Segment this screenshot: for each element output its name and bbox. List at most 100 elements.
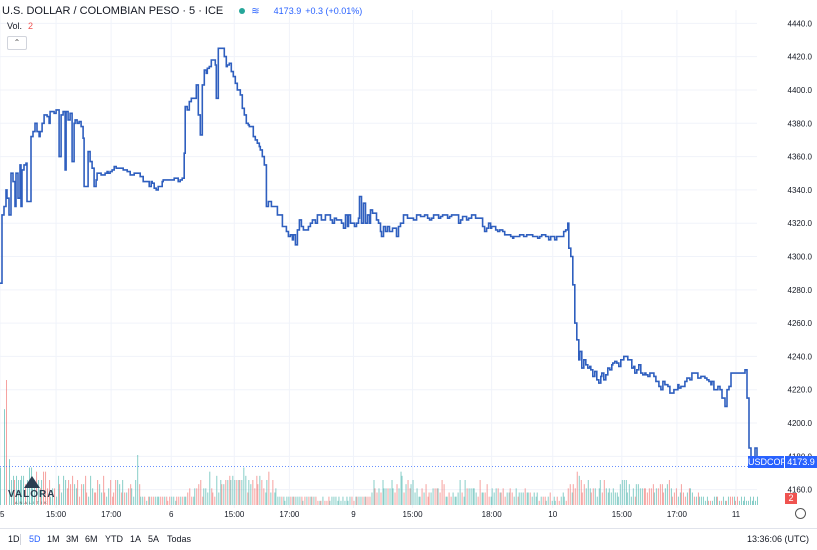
time-axis[interactable]: 5 15:00 17:00 6 15:00 17:00 9 15:00 18:00 10 15:00… xyxy=(0,510,741,519)
volume-bar xyxy=(20,480,22,505)
volume-bar xyxy=(639,488,641,505)
volume-bar xyxy=(272,480,274,505)
x-tick-label: 9 xyxy=(351,510,356,519)
volume-bar xyxy=(677,496,679,505)
volume-bar xyxy=(369,496,371,505)
volume-bar xyxy=(360,496,362,505)
volume-bar xyxy=(169,496,171,505)
symbol-title[interactable]: U.S. DOLLAR / COLOMBIAN PESO · 5 · ICE xyxy=(2,5,224,17)
volume-bar xyxy=(698,496,700,505)
volume-bar xyxy=(432,488,434,505)
volume-bar xyxy=(500,492,502,505)
volume-bar xyxy=(104,492,106,505)
volume-bar xyxy=(569,484,571,505)
tf-button-6m[interactable]: 6M xyxy=(85,534,98,544)
volume-bar xyxy=(158,496,160,505)
volume-bar xyxy=(637,484,639,505)
y-tick-label: 4400.0 xyxy=(788,86,813,95)
volume-bar xyxy=(337,500,339,505)
volume-bar xyxy=(738,500,740,505)
volume-bar xyxy=(628,484,630,505)
volume-bar xyxy=(713,496,715,505)
volume-bar xyxy=(333,496,335,505)
volume-bar xyxy=(230,480,232,505)
volume-bar xyxy=(396,484,398,505)
volume-bar xyxy=(281,496,283,505)
volume-bar xyxy=(252,480,254,505)
volume-bar xyxy=(556,496,558,505)
y-tick-label: 4200.0 xyxy=(788,419,813,428)
volume-bar xyxy=(72,475,74,505)
volume-bar xyxy=(691,492,693,505)
volume-bar xyxy=(589,488,591,505)
volume-bar xyxy=(670,488,672,505)
volume-bar xyxy=(482,492,484,505)
volume-bar xyxy=(184,496,186,505)
volume-bar xyxy=(304,496,306,505)
volume-bar xyxy=(558,500,560,505)
volume-bar xyxy=(322,496,324,505)
volume-bar xyxy=(625,480,627,505)
volume-bar xyxy=(653,492,655,505)
volume-bar xyxy=(576,471,578,505)
volume-bar xyxy=(421,488,423,505)
x-tick-label: 15:00 xyxy=(224,510,245,519)
volume-bar xyxy=(445,496,447,505)
volume-bar xyxy=(160,496,162,505)
tf-button-5a[interactable]: 5A xyxy=(148,534,160,544)
volume-bar xyxy=(459,480,461,505)
volume-bar xyxy=(648,488,650,505)
tf-button-1a[interactable]: 1A xyxy=(130,534,142,544)
volume-bar xyxy=(571,492,573,505)
volume-bar xyxy=(153,496,155,505)
valora-logo: VALORA ANALITIK xyxy=(8,476,55,505)
volume-bar xyxy=(128,488,130,505)
volume-bar xyxy=(722,496,724,505)
volume-bar xyxy=(86,492,88,505)
valora-logo-icon xyxy=(23,476,40,488)
volume-bar xyxy=(376,492,378,505)
volume-bar xyxy=(527,492,529,505)
volume-bar xyxy=(45,471,47,505)
volume-bar xyxy=(394,492,396,505)
volume-bar xyxy=(398,488,400,505)
volume-bar xyxy=(155,496,157,505)
volume-bar xyxy=(743,496,745,505)
volume-bar xyxy=(490,496,492,505)
volume-bar xyxy=(146,500,148,505)
volume-bar xyxy=(689,488,691,505)
volume-bar xyxy=(522,492,524,505)
chevron-up-icon[interactable]: ⌃ xyxy=(7,36,27,50)
volume-bar xyxy=(108,488,110,505)
volume-bar xyxy=(518,492,520,505)
volume-bar xyxy=(256,475,258,505)
volume-bar xyxy=(587,480,589,505)
settings-gear-icon[interactable] xyxy=(795,508,806,519)
volume-bar xyxy=(542,496,544,505)
volume-bar xyxy=(526,492,528,505)
tf-button-ytd[interactable]: YTD xyxy=(105,534,123,544)
volume-bar xyxy=(225,480,227,505)
tf-button-todas[interactable]: Todas xyxy=(167,534,192,544)
volume-bar xyxy=(468,488,470,505)
volume-bar xyxy=(385,488,387,505)
tf-button-1d[interactable]: 1D xyxy=(8,534,20,544)
volume-bar xyxy=(439,492,441,505)
tf-button-3m[interactable]: 3M xyxy=(66,534,79,544)
x-tick-label: 15:00 xyxy=(46,510,67,519)
volume-bar xyxy=(607,492,609,505)
tf-button-5d[interactable]: 5D xyxy=(29,534,41,544)
volume-bar xyxy=(704,500,706,505)
volume-badge: 2 xyxy=(785,493,797,504)
x-tick-label: 15:00 xyxy=(612,510,633,519)
volume-bar xyxy=(430,492,432,505)
x-tick-label: 17:00 xyxy=(101,510,122,519)
volume-bar xyxy=(452,492,454,505)
volume-bar xyxy=(227,480,229,505)
volume-bar xyxy=(310,496,312,505)
price-axis[interactable]: 4160.04180.04200.04220.04240.04260.04280… xyxy=(788,19,813,494)
volume-bar xyxy=(266,480,268,505)
volume-bar xyxy=(110,480,112,505)
tf-button-1m[interactable]: 1M xyxy=(47,534,60,544)
